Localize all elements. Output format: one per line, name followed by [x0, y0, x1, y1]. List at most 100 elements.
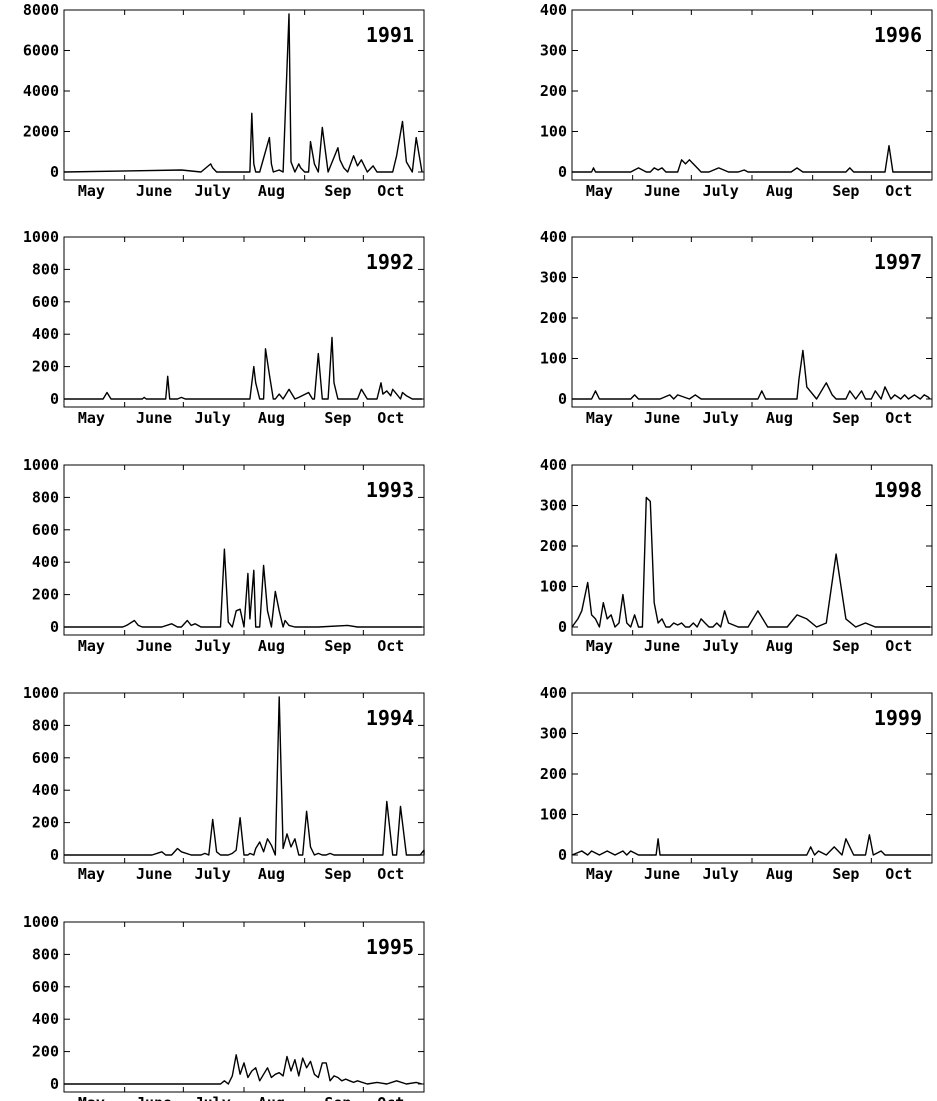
y-tick-label: 1000 — [23, 913, 59, 931]
panel-title: 1994 — [366, 706, 414, 730]
x-tick-label: May — [586, 637, 613, 655]
x-tick-label: July — [703, 409, 739, 427]
panel-title: 1996 — [874, 23, 922, 47]
panel-title: 1998 — [874, 478, 922, 502]
y-tick-label: 0 — [50, 163, 59, 181]
x-tick-label: Oct — [377, 409, 404, 427]
x-tick-label: Aug — [766, 865, 793, 883]
x-tick-label: Sep — [832, 182, 859, 200]
y-tick-label: 600 — [32, 978, 59, 996]
x-tick-label: May — [78, 865, 105, 883]
panel-title: 1991 — [366, 23, 414, 47]
x-tick-label: Aug — [258, 409, 285, 427]
series-line — [571, 834, 930, 856]
x-tick-label: Oct — [377, 637, 404, 655]
panel-title: 1992 — [366, 250, 414, 274]
x-tick-label: Sep — [324, 1094, 351, 1101]
x-tick-label: May — [586, 182, 613, 200]
panel-1992: 0 200 400 600 800 1000 May June July Aug Sep Oct 199… — [23, 228, 425, 427]
x-tick-label: June — [644, 865, 680, 883]
y-tick-label: 600 — [32, 521, 59, 539]
y-tick-label: 400 — [540, 1, 567, 19]
y-tick-label: 400 — [32, 781, 59, 799]
x-tick-label: Aug — [258, 182, 285, 200]
y-tick-label: 8000 — [23, 1, 59, 19]
y-tick-label: 6000 — [23, 42, 59, 60]
series-line — [63, 13, 423, 173]
x-tick-label: July — [703, 182, 739, 200]
x-tick-label: July — [195, 182, 231, 200]
y-tick-label: 0 — [50, 618, 59, 636]
y-tick-label: 200 — [540, 537, 567, 555]
y-tick-label: 800 — [32, 945, 59, 963]
x-tick-label: Oct — [377, 1094, 404, 1101]
panel-1991: 0 2000 4000 6000 8000 May June July Aug Sep Oct 199… — [23, 1, 425, 200]
x-tick-label: June — [644, 182, 680, 200]
x-tick-label: May — [78, 637, 105, 655]
x-tick-label: July — [703, 637, 739, 655]
y-tick-label: 400 — [540, 228, 567, 246]
series-line — [572, 145, 930, 173]
y-tick-label: 600 — [32, 293, 59, 311]
x-tick-label: Aug — [766, 182, 793, 200]
y-tick-label: 100 — [540, 806, 567, 824]
y-tick-label: 0 — [50, 846, 59, 864]
panel-title: 1999 — [874, 706, 922, 730]
x-tick-label: June — [136, 637, 172, 655]
y-tick-label: 1000 — [23, 228, 59, 246]
y-tick-label: 200 — [540, 765, 567, 783]
y-tick-label: 200 — [32, 814, 59, 832]
y-tick-label: 400 — [32, 1010, 59, 1028]
x-tick-label: Oct — [885, 182, 912, 200]
y-tick-label: 1000 — [23, 684, 59, 702]
x-tick-label: May — [78, 409, 105, 427]
x-tick-label: July — [195, 409, 231, 427]
x-tick-label: July — [195, 865, 231, 883]
panel-1994: 0 200 400 600 800 1000 May June July Aug Sep Oct 199… — [23, 684, 425, 883]
y-tick-label: 600 — [32, 749, 59, 767]
y-tick-label: 300 — [540, 269, 567, 287]
x-tick-label: Sep — [832, 409, 859, 427]
panel-title: 1993 — [366, 478, 414, 502]
x-tick-label: June — [644, 409, 680, 427]
y-tick-label: 300 — [540, 42, 567, 60]
y-tick-label: 200 — [540, 82, 567, 100]
y-tick-label: 0 — [558, 618, 567, 636]
y-tick-label: 800 — [32, 716, 59, 734]
y-tick-label: 400 — [540, 456, 567, 474]
y-tick-label: 800 — [32, 260, 59, 278]
y-tick-label: 100 — [540, 350, 567, 368]
y-tick-label: 0 — [558, 846, 567, 864]
x-tick-label: June — [136, 1094, 172, 1101]
x-tick-label: July — [703, 865, 739, 883]
y-tick-label: 100 — [540, 578, 567, 596]
y-tick-label: 1000 — [23, 456, 59, 474]
y-tick-label: 400 — [32, 553, 59, 571]
x-tick-label: May — [78, 1094, 105, 1101]
y-tick-label: 0 — [50, 1075, 59, 1093]
series-line — [572, 349, 931, 400]
y-tick-label: 200 — [32, 586, 59, 604]
x-tick-label: June — [136, 409, 172, 427]
y-tick-label: 2000 — [23, 123, 59, 141]
panel-title: 1997 — [874, 250, 922, 274]
panel-1997: 0 100 200 300 400 May June July Aug Sep Oct 1997 — [540, 228, 933, 427]
y-tick-label: 0 — [558, 163, 567, 181]
y-tick-label: 800 — [32, 488, 59, 506]
x-tick-label: June — [644, 637, 680, 655]
x-tick-label: Aug — [766, 637, 793, 655]
y-tick-label: 4000 — [23, 82, 59, 100]
x-tick-label: Oct — [885, 637, 912, 655]
y-tick-label: 400 — [32, 325, 59, 343]
x-tick-label: May — [78, 182, 105, 200]
x-tick-label: July — [195, 1094, 231, 1101]
x-tick-label: May — [586, 865, 613, 883]
x-tick-label: Aug — [766, 409, 793, 427]
x-tick-label: Aug — [258, 865, 285, 883]
panel-1996: 0 100 200 300 400 May June July Aug Sep Oct 1996 — [540, 1, 933, 200]
y-tick-label: 400 — [540, 684, 567, 702]
panel-1998: 0 100 200 300 400 May June July Aug Sep Oct 1998 — [540, 456, 933, 655]
x-tick-label: Aug — [258, 637, 285, 655]
x-tick-label: Sep — [832, 865, 859, 883]
x-tick-label: Oct — [885, 865, 912, 883]
